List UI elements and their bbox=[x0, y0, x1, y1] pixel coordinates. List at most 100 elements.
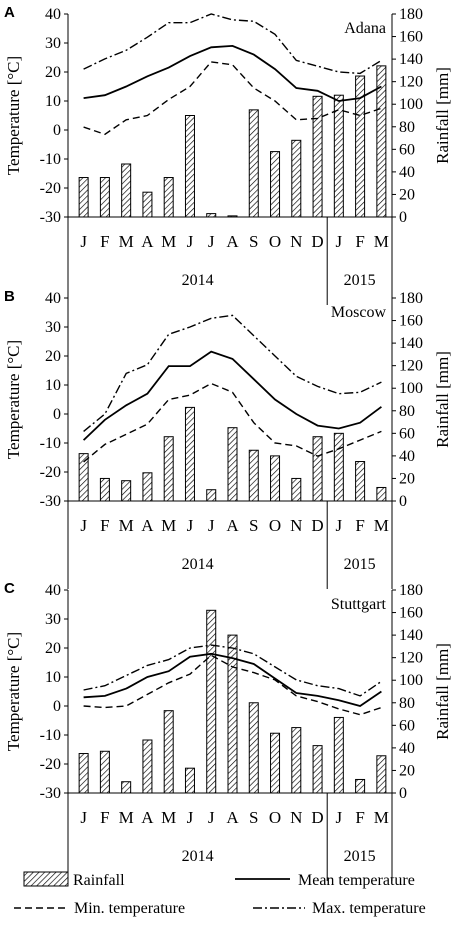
rainfall-bar bbox=[291, 477, 302, 502]
rain-tick-label: 40 bbox=[399, 164, 415, 181]
temp-tick-label: 10 bbox=[45, 669, 61, 686]
temp-tick-label: -10 bbox=[40, 151, 61, 168]
max-temperature-line bbox=[83, 314, 382, 432]
month-label: M bbox=[374, 232, 389, 251]
max-temperature-line bbox=[83, 13, 382, 75]
rainfall-bar bbox=[291, 139, 302, 218]
location-label: Stuttgart bbox=[331, 596, 387, 613]
rain-tick-label: 20 bbox=[399, 186, 415, 203]
month-label: S bbox=[249, 808, 258, 827]
temp-tick-label: 30 bbox=[45, 319, 61, 336]
rain-tick-label: 0 bbox=[399, 785, 407, 802]
month-label: J bbox=[208, 808, 215, 827]
rain-tick-label: 180 bbox=[399, 582, 423, 599]
rainfall-bar bbox=[163, 177, 174, 218]
rainfall-bar bbox=[248, 449, 259, 502]
temp-tick-label: -20 bbox=[40, 180, 61, 197]
rainfall-bar bbox=[248, 702, 259, 794]
month-label: O bbox=[269, 232, 281, 251]
location-label: Adana bbox=[344, 20, 386, 37]
month-label: F bbox=[100, 232, 109, 251]
month-label: J bbox=[208, 516, 215, 535]
month-label: M bbox=[374, 808, 389, 827]
temp-tick-label: -30 bbox=[40, 493, 61, 510]
month-label: A bbox=[226, 808, 239, 827]
rain-tick-label: 160 bbox=[399, 29, 423, 46]
temp-tick-label: 40 bbox=[45, 582, 61, 599]
temp-tick-label: 0 bbox=[53, 122, 61, 139]
rainfall-bar bbox=[184, 767, 195, 794]
month-label: N bbox=[290, 808, 302, 827]
rainfall-bar bbox=[99, 750, 110, 794]
temp-axis-title: Temperature [°C] bbox=[4, 632, 23, 751]
temp-tick-label: -10 bbox=[40, 727, 61, 744]
legend-label: Rainfall bbox=[73, 872, 125, 889]
rain-tick-label: 140 bbox=[399, 51, 423, 68]
rainfall-bar bbox=[142, 472, 153, 502]
min-temperature-line bbox=[83, 654, 382, 716]
rain-axis-title: Rainfall [mm] bbox=[433, 351, 452, 448]
rain-tick-label: 20 bbox=[399, 762, 415, 779]
rain-tick-label: 60 bbox=[399, 717, 415, 734]
month-label: J bbox=[80, 808, 87, 827]
rain-tick-label: 180 bbox=[399, 6, 423, 23]
month-label: A bbox=[141, 808, 154, 827]
min-temperature-line bbox=[83, 61, 382, 136]
month-label: F bbox=[355, 808, 364, 827]
year-label: 2014 bbox=[182, 556, 214, 573]
month-label: D bbox=[311, 808, 323, 827]
rainfall-swatch bbox=[23, 871, 69, 887]
legend-label: Max. temperature bbox=[312, 900, 426, 917]
rain-tick-label: 100 bbox=[399, 380, 423, 397]
rainfall-bar bbox=[184, 115, 195, 218]
legend-mean: Mean temperature bbox=[235, 872, 415, 889]
month-label: M bbox=[119, 516, 134, 535]
rainfall-bar bbox=[312, 745, 323, 794]
temp-tick-label: -20 bbox=[40, 756, 61, 773]
temp-tick-label: 30 bbox=[45, 611, 61, 628]
rainfall-bar bbox=[312, 95, 323, 218]
rain-tick-label: 120 bbox=[399, 650, 423, 667]
rainfall-bar bbox=[376, 65, 387, 218]
rain-tick-label: 180 bbox=[399, 290, 423, 307]
temp-tick-label: 10 bbox=[45, 93, 61, 110]
rain-tick-label: 100 bbox=[399, 96, 423, 113]
rainfall-bar bbox=[270, 455, 281, 502]
rainfall-bar bbox=[227, 427, 238, 502]
month-label: F bbox=[100, 808, 109, 827]
rain-tick-label: 140 bbox=[399, 627, 423, 644]
mean-temperature-line bbox=[83, 44, 382, 102]
rainfall-bar bbox=[312, 436, 323, 502]
month-label: N bbox=[290, 516, 302, 535]
month-label: J bbox=[187, 232, 194, 251]
rainfall-bar bbox=[142, 739, 153, 794]
rain-tick-label: 40 bbox=[399, 740, 415, 757]
temp-axis-title: Temperature [°C] bbox=[4, 56, 23, 175]
month-label: A bbox=[141, 516, 154, 535]
min-temperature-line bbox=[83, 382, 382, 463]
rain-tick-label: 40 bbox=[399, 448, 415, 465]
rain-tick-label: 100 bbox=[399, 672, 423, 689]
month-label: M bbox=[119, 232, 134, 251]
temp-axis-title: Temperature [°C] bbox=[4, 340, 23, 459]
legend-label: Min. temperature bbox=[74, 900, 185, 917]
month-label: J bbox=[187, 808, 194, 827]
temp-tick-label: 20 bbox=[45, 64, 61, 81]
temp-tick-label: -10 bbox=[40, 435, 61, 452]
temp-tick-label: 30 bbox=[45, 35, 61, 52]
max-temperature-line bbox=[83, 644, 382, 697]
month-label: J bbox=[80, 516, 87, 535]
month-label: J bbox=[336, 808, 343, 827]
rainfall-bar bbox=[121, 781, 132, 794]
rain-tick-label: 20 bbox=[399, 470, 415, 487]
rain-tick-label: 0 bbox=[399, 209, 407, 226]
month-label: M bbox=[119, 808, 134, 827]
legend: Rainfall Mean temperature Min. temperature… bbox=[14, 871, 426, 917]
temp-tick-label: 0 bbox=[53, 406, 61, 423]
temp-tick-label: -20 bbox=[40, 464, 61, 481]
rainfall-bar bbox=[270, 151, 281, 218]
mean-temperature-line bbox=[83, 652, 382, 707]
month-label: M bbox=[161, 232, 176, 251]
rainfall-bar bbox=[270, 732, 281, 794]
legend-max: Max. temperature bbox=[253, 900, 426, 917]
